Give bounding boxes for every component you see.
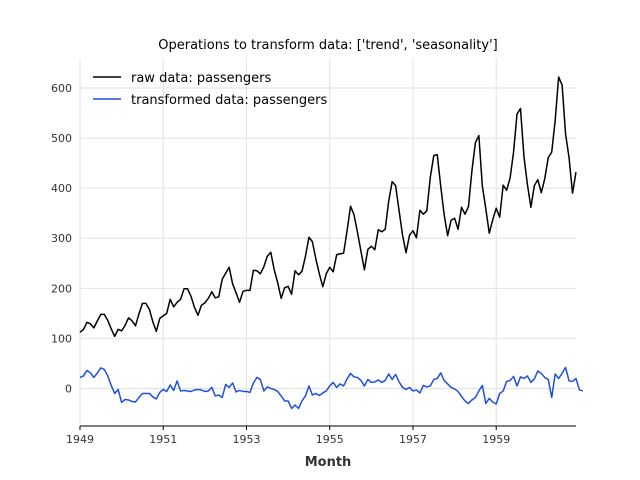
legend-label-0: raw data: passengers bbox=[131, 71, 271, 86]
y-tick-label: 100 bbox=[51, 332, 72, 345]
y-tick-label: 0 bbox=[65, 382, 72, 395]
y-tick-label: 400 bbox=[51, 182, 72, 195]
series-line-1 bbox=[79, 366, 584, 410]
series-lines bbox=[79, 76, 584, 410]
y-tick-label: 300 bbox=[51, 232, 72, 245]
x-tick-label: 1959 bbox=[482, 433, 510, 446]
y-tick-labels: 0 100 200 300 400 500 600 bbox=[51, 82, 72, 395]
x-tick-label: 1957 bbox=[399, 433, 427, 446]
x-tick-labels: 1949 1951 1953 1955 1957 1959 bbox=[66, 433, 510, 446]
x-tick-label: 1955 bbox=[316, 433, 344, 446]
y-tick-label: 200 bbox=[51, 282, 72, 295]
legend: raw data: passengers transformed data: pa… bbox=[93, 71, 328, 108]
chart-title: Operations to transform data: ['trend', … bbox=[158, 38, 497, 53]
x-tick-label: 1953 bbox=[232, 433, 260, 446]
x-tick-label: 1949 bbox=[66, 433, 94, 446]
y-tick-label: 600 bbox=[51, 82, 72, 95]
y-tick-label: 500 bbox=[51, 132, 72, 145]
x-axis-label: Month bbox=[305, 455, 352, 470]
legend-label-1: transformed data: passengers bbox=[131, 93, 328, 108]
axes bbox=[79, 425, 576, 430]
x-tick-label: 1951 bbox=[149, 433, 177, 446]
grid-lines bbox=[79, 58, 576, 426]
series-line-0 bbox=[79, 76, 577, 338]
